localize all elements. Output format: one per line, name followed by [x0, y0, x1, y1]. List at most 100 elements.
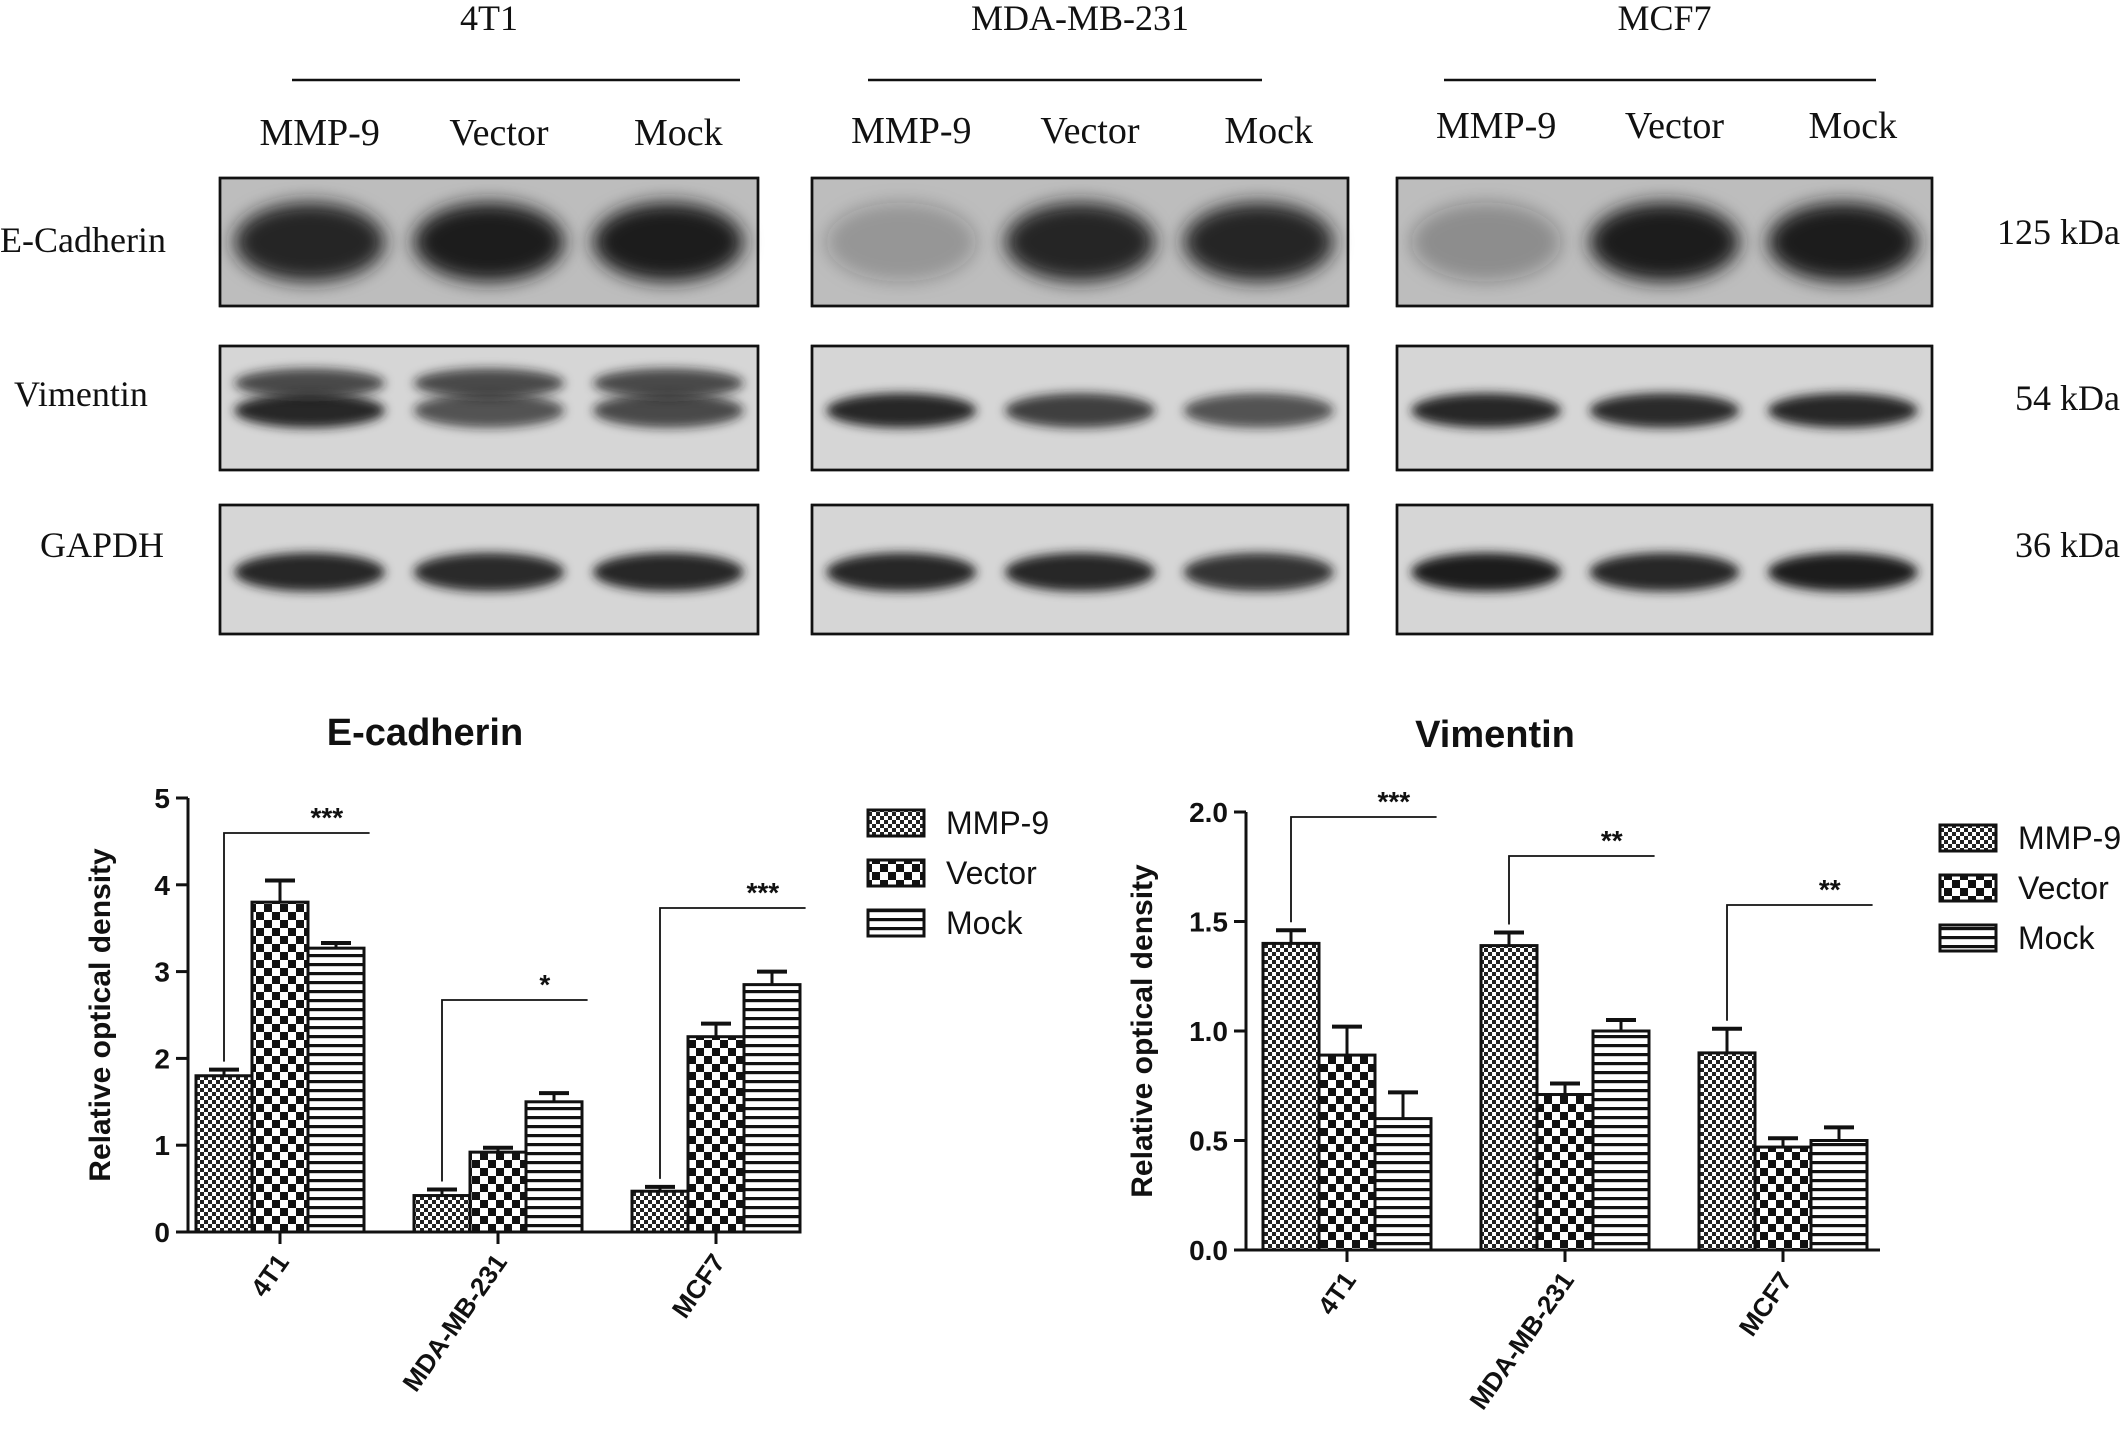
bar-vector-mcf7: [1753, 1145, 1813, 1252]
bar-mock-mda-mb-231: [1591, 1029, 1651, 1252]
blot-strip-e-cadherin-4t1: [218, 176, 760, 308]
blot-band: [1183, 202, 1334, 282]
legend-swatch-vector: [1938, 873, 1998, 903]
y-tick-label: 2: [154, 1043, 170, 1074]
blot-strip-gapdh-mcf7: [1395, 503, 1934, 636]
significance-label: *: [539, 969, 550, 1000]
y-tick-label: 1.0: [1189, 1016, 1228, 1047]
e-cadherin-chart: E-cadherin Relative optical density 0 1 2 3 4 5…: [84, 712, 1049, 1397]
blot-band: [1767, 393, 1918, 428]
x-tick-label-4t1: 4T1: [245, 1248, 295, 1302]
blot-band: [593, 393, 744, 428]
blot-band: [593, 552, 744, 592]
blot-band: [234, 202, 385, 282]
bar-vector-mda-mb-231: [1535, 1093, 1595, 1252]
significance-label: **: [1601, 825, 1623, 856]
blot-size-label-e-cadherin: 125 kDa: [1997, 212, 2120, 252]
legend-swatch-mmp-9: [866, 808, 926, 838]
blot-protein-label-gapdh: GAPDH: [40, 525, 164, 565]
legend-swatch-mock: [866, 908, 926, 938]
blot-band: [234, 393, 385, 428]
blot-lane-label-mock: Mock: [1809, 105, 1898, 147]
bar-mmp-9-mcf7: [630, 1189, 690, 1234]
blot-strip-e-cadherin-mcf7: [1395, 176, 1934, 308]
blot-group-title-4t1: 4T1: [460, 0, 518, 38]
blot-band-upper: [593, 368, 744, 399]
significance-bracket: [441, 999, 588, 1182]
bar-mock-4t1: [306, 946, 366, 1234]
blot-strip-gapdh-4t1: [218, 503, 760, 636]
legend-swatch-mmp-9: [1938, 823, 1998, 853]
x-tick-label-4t1: 4T1: [1312, 1266, 1362, 1320]
y-tick-label: 5: [154, 783, 170, 814]
legend-label-vector: Vector: [2018, 870, 2109, 906]
blot-band: [1004, 552, 1156, 592]
legend-swatch-mock: [1938, 923, 1998, 953]
vimentin-chart: Vimentin Relative optical density 0.0 0.5 1.…: [1126, 714, 2121, 1415]
chart-title: Vimentin: [1415, 714, 1575, 756]
y-tick-label: 1: [154, 1130, 170, 1161]
blot-group-title-mcf7: MCF7: [1617, 0, 1711, 38]
blot-band: [826, 202, 977, 282]
blot-band: [1183, 552, 1334, 592]
y-tick-label: 3: [154, 957, 170, 988]
blot-band: [1589, 393, 1740, 428]
bar-mock-mcf7: [1809, 1139, 1869, 1252]
bar-vector-mda-mb-231: [468, 1150, 528, 1234]
x-tick-label-mda-mb-231: MDA-MB-231: [1463, 1266, 1580, 1415]
blot-band-upper: [234, 368, 385, 399]
blot-strip-gapdh-mda-mb-231: [810, 503, 1350, 636]
blot-strip-e-cadherin-mda-mb-231: [810, 176, 1350, 308]
chart-title: E-cadherin: [327, 712, 523, 754]
blot-protein-label-vimentin: Vimentin: [14, 374, 148, 414]
blot-protein-label-e-cadherin: E-Cadherin: [0, 220, 166, 260]
legend-label-mock: Mock: [2018, 920, 2095, 956]
y-axis-label: Relative optical density: [1126, 864, 1159, 1198]
bar-mock-mcf7: [742, 983, 802, 1234]
blot-band: [1004, 393, 1156, 428]
y-tick-label: 0.5: [1189, 1126, 1228, 1157]
blot-strip-vimentin-mda-mb-231: [810, 344, 1350, 472]
significance-bracket: [659, 907, 806, 1179]
western-blot-panel: 4T1 MMP-9 Vector Mock MDA-MB-231 MMP-9 Vector M…: [0, 0, 2120, 636]
blot-band: [1411, 393, 1562, 428]
blot-band: [234, 552, 385, 592]
y-tick-label: 2.0: [1189, 797, 1228, 828]
blot-band: [1004, 202, 1156, 282]
bar-vector-4t1: [1317, 1053, 1377, 1252]
significance-label: ***: [310, 802, 343, 833]
bar-mmp-9-mda-mb-231: [1479, 944, 1539, 1252]
blot-lane-label-vector: Vector: [1625, 105, 1725, 147]
y-tick-label: 0.0: [1189, 1235, 1228, 1266]
blot-band: [1589, 202, 1740, 282]
blot-lane-label-vector: Vector: [1040, 110, 1140, 152]
blot-lane-label-mock: Mock: [1224, 110, 1313, 152]
blot-band: [826, 552, 977, 592]
blot-group-title-mda-mb-231: MDA-MB-231: [971, 0, 1189, 38]
blot-band: [593, 202, 744, 282]
blot-lane-label-mock: Mock: [634, 112, 723, 154]
bar-vector-mcf7: [686, 1035, 746, 1234]
significance-bracket: [1508, 855, 1655, 925]
legend-swatch-vector: [866, 858, 926, 888]
blot-size-label-vimentin: 54 kDa: [2015, 378, 2120, 418]
y-axis-label: Relative optical density: [84, 848, 117, 1182]
bar-mock-mda-mb-231: [524, 1100, 584, 1234]
legend-label-mmp-9: MMP-9: [2018, 820, 2121, 856]
blot-band: [1411, 202, 1562, 282]
blot-band-upper: [413, 368, 565, 399]
significance-bracket: [1290, 816, 1437, 923]
blot-band: [413, 552, 565, 592]
blot-band: [1589, 552, 1740, 592]
x-tick-label-mcf7: MCF7: [666, 1248, 731, 1323]
blot-lane-label-mmp-9: MMP-9: [851, 110, 971, 152]
legend-label-vector: Vector: [946, 855, 1037, 891]
legend-label-mmp-9: MMP-9: [946, 805, 1049, 841]
blot-strip-vimentin-4t1: [218, 344, 760, 472]
y-tick-label: 4: [154, 870, 170, 901]
bar-mmp-9-4t1: [194, 1074, 254, 1234]
blot-band: [1767, 552, 1918, 592]
blot-band: [413, 393, 565, 428]
y-tick-label: 1.5: [1189, 907, 1228, 938]
